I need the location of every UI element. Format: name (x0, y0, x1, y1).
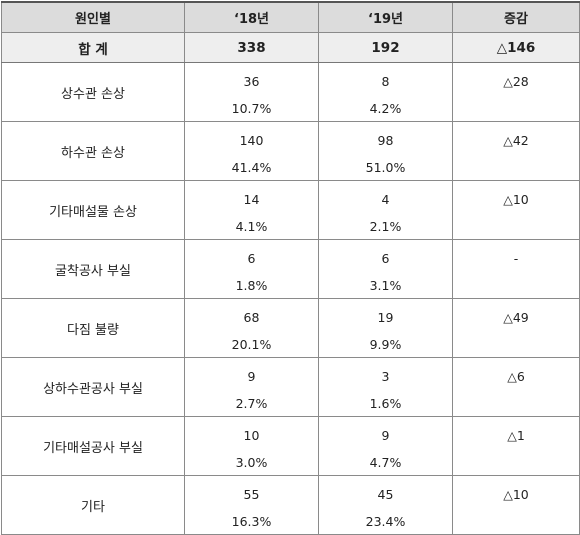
cell-change: △42 (452, 121, 580, 181)
cell-2019: 6 3.1% (318, 239, 453, 299)
percent-2018: 2.7% (235, 396, 268, 411)
count-2018: 9 (247, 369, 256, 384)
percent-2018: 20.1% (231, 337, 272, 352)
cell-2018: 9 2.7% (184, 357, 319, 417)
cell-2019: 4 2.1% (318, 180, 453, 240)
count-2018: 10 (243, 428, 260, 443)
header-row: 원인별 ‘18년 ‘19년 증감 (1, 1, 580, 33)
count-2018: 140 (239, 133, 264, 148)
cell-2019: 45 23.4% (318, 475, 453, 535)
cell-change: △10 (452, 475, 580, 535)
count-2019: 6 (381, 251, 390, 266)
change-value: △10 (503, 192, 529, 207)
cell-2018: 14 4.1% (184, 180, 319, 240)
row-label: 상수관 손상 (1, 62, 185, 122)
row-label: 기타 (1, 475, 185, 535)
count-2019: 45 (377, 487, 394, 502)
cell-change: △49 (452, 298, 580, 358)
table-row: 상하수관공사 부실 9 2.7% 3 1.6% △6 (1, 357, 580, 417)
percent-2019: 51.0% (365, 160, 406, 175)
cell-change: △10 (452, 180, 580, 240)
cell-2018: 36 10.7% (184, 62, 319, 122)
row-label: 굴착공사 부실 (1, 239, 185, 299)
cell-2019: 9 4.7% (318, 416, 453, 476)
percent-2019: 4.2% (369, 101, 402, 116)
change-value: - (513, 251, 519, 266)
row-label: 하수관 손상 (1, 121, 185, 181)
count-2019: 3 (381, 369, 390, 384)
cell-change: △1 (452, 416, 580, 476)
percent-2019: 9.9% (369, 337, 402, 352)
table-row: 상수관 손상 36 10.7% 8 4.2% △28 (1, 62, 580, 122)
cell-2018: 68 20.1% (184, 298, 319, 358)
count-2018: 14 (243, 192, 260, 207)
count-2018: 6 (247, 251, 256, 266)
percent-2019: 3.1% (369, 278, 402, 293)
cell-2019: 3 1.6% (318, 357, 453, 417)
percent-2018: 16.3% (231, 514, 272, 529)
count-2018: 68 (243, 310, 260, 325)
cell-change: - (452, 239, 580, 299)
row-label: 기타매설물 손상 (1, 180, 185, 240)
cell-2018: 140 41.4% (184, 121, 319, 181)
percent-2018: 10.7% (231, 101, 272, 116)
cell-2019: 8 4.2% (318, 62, 453, 122)
change-value: △49 (503, 310, 529, 325)
total-2019: 192 (318, 32, 453, 63)
header-cause: 원인별 (1, 1, 185, 33)
cell-2019: 19 9.9% (318, 298, 453, 358)
cell-change: △28 (452, 62, 580, 122)
percent-2019: 2.1% (369, 219, 402, 234)
count-2019: 98 (377, 133, 394, 148)
count-2019: 8 (381, 74, 390, 89)
cell-2019: 98 51.0% (318, 121, 453, 181)
row-label: 다짐 불량 (1, 298, 185, 358)
percent-2018: 4.1% (235, 219, 268, 234)
total-row: 합 계 338 192 △146 (1, 32, 580, 63)
percent-2018: 1.8% (235, 278, 268, 293)
cell-change: △6 (452, 357, 580, 417)
percent-2019: 1.6% (369, 396, 402, 411)
row-label: 상하수관공사 부실 (1, 357, 185, 417)
cell-2018: 10 3.0% (184, 416, 319, 476)
table-row: 하수관 손상 140 41.4% 98 51.0% △42 (1, 121, 580, 181)
table-row: 기타매설물 손상 14 4.1% 4 2.1% △10 (1, 180, 580, 240)
percent-2018: 41.4% (231, 160, 272, 175)
table-row: 기타매설공사 부실 10 3.0% 9 4.7% △1 (1, 416, 580, 476)
count-2019: 9 (381, 428, 390, 443)
percent-2019: 23.4% (365, 514, 406, 529)
cell-2018: 6 1.8% (184, 239, 319, 299)
percent-2018: 3.0% (235, 455, 268, 470)
table-row: 다짐 불량 68 20.1% 19 9.9% △49 (1, 298, 580, 358)
count-2018: 55 (243, 487, 260, 502)
count-2019: 4 (381, 192, 390, 207)
table-row: 기타 55 16.3% 45 23.4% △10 (1, 475, 580, 535)
change-value: △6 (507, 369, 525, 384)
table-row: 굴착공사 부실 6 1.8% 6 3.1% - (1, 239, 580, 299)
total-2018: 338 (184, 32, 319, 63)
change-value: △28 (503, 74, 529, 89)
cell-2018: 55 16.3% (184, 475, 319, 535)
count-2018: 36 (243, 74, 260, 89)
change-value: △42 (503, 133, 529, 148)
header-2019: ‘19년 (318, 1, 453, 33)
change-value: △1 (507, 428, 525, 443)
header-change: 증감 (452, 1, 580, 33)
row-label: 기타매설공사 부실 (1, 416, 185, 476)
change-value: △10 (503, 487, 529, 502)
percent-2019: 4.7% (369, 455, 402, 470)
total-change: △146 (452, 32, 580, 63)
count-2019: 19 (377, 310, 394, 325)
header-2018: ‘18년 (184, 1, 319, 33)
total-label: 합 계 (1, 32, 185, 63)
